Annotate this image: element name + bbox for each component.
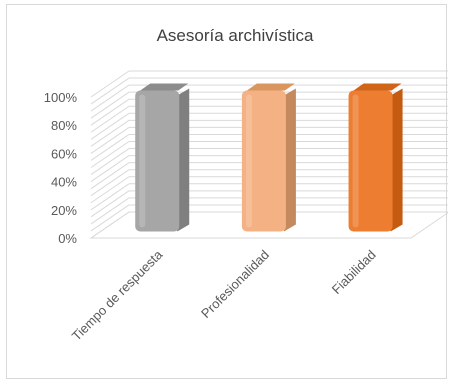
gridline-side <box>90 77 130 105</box>
bar-front <box>135 90 180 232</box>
y-tick-label: 20% <box>51 203 77 218</box>
y-tick-label: 0% <box>58 231 77 246</box>
bar-side <box>177 88 190 232</box>
gridline-side <box>90 176 130 204</box>
bar-top <box>353 83 402 91</box>
gridline-side <box>90 134 130 161</box>
y-tick-label: 100% <box>44 90 78 105</box>
gridline-side <box>90 112 130 140</box>
bar-highlight <box>245 94 252 228</box>
bar <box>135 83 190 232</box>
bar-side <box>283 88 296 232</box>
bar-chart: Asesoría archivística 0% 20% 40% 60% 80% 100%… <box>44 26 448 344</box>
bar-front <box>241 90 286 232</box>
bar <box>348 83 403 232</box>
chart-frame: Asesoría archivística 0% 20% 40% 60% 80% 100%… <box>6 4 448 379</box>
gridline-side <box>90 119 130 147</box>
x-axis-categories: Tiempo de respuesta Profesionalidad Fiabil… <box>69 246 379 343</box>
chart-floor <box>89 211 448 239</box>
bars <box>135 83 403 232</box>
gridline-side <box>90 197 130 225</box>
gridline-side <box>90 141 130 168</box>
gridline-side <box>90 169 130 197</box>
x-category-label: Profesionalidad <box>198 247 272 321</box>
gridline-side <box>90 183 130 211</box>
bar <box>241 83 296 232</box>
gridline-side <box>90 148 130 175</box>
gridline-side <box>90 126 130 154</box>
gridline-side <box>90 91 130 119</box>
gridline-side <box>90 70 130 98</box>
y-axis-ticks: 0% 20% 40% 60% 80% 100% <box>44 90 78 246</box>
gridline-side <box>90 204 130 232</box>
x-category-label: Fiabilidad <box>329 247 379 297</box>
gridline-side <box>90 162 130 190</box>
chart-title: Asesoría archivística <box>157 26 314 45</box>
bar-top <box>246 83 295 91</box>
bar-side <box>390 88 403 232</box>
gridline-side <box>90 190 130 218</box>
gridline-side <box>90 105 130 133</box>
y-tick-label: 80% <box>51 118 77 133</box>
y-tick-label: 40% <box>51 175 77 190</box>
bar-top <box>140 83 189 91</box>
gridline-side <box>90 155 130 183</box>
gridline-side <box>90 84 130 112</box>
x-category-label: Tiempo de respuesta <box>69 246 166 343</box>
bar-front <box>348 90 393 232</box>
bar-highlight <box>139 94 146 228</box>
y-tick-label: 60% <box>51 146 77 161</box>
gridline-side <box>90 98 130 126</box>
bar-highlight <box>352 94 359 228</box>
